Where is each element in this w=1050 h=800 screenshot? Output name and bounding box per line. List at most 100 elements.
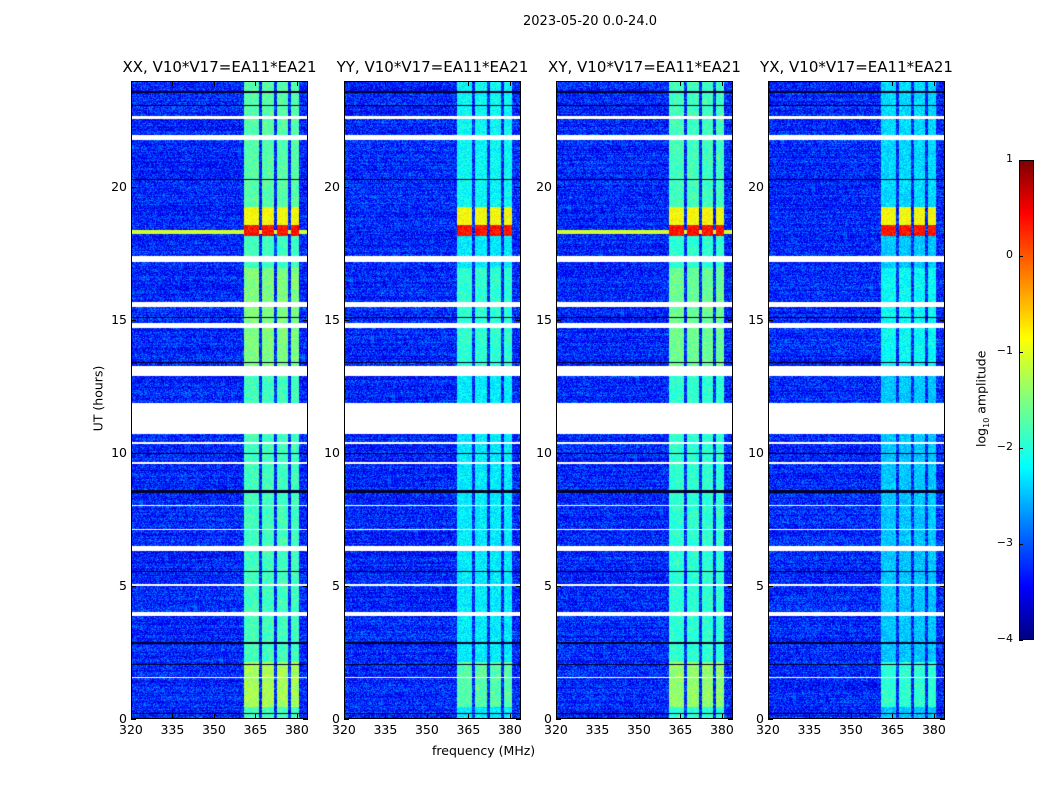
x-tick xyxy=(721,714,723,719)
y-tick-right xyxy=(728,719,733,720)
y-tick-label: 20 xyxy=(536,179,552,195)
x-tick-label: 380 xyxy=(921,722,946,737)
y-tick xyxy=(768,320,773,322)
x-tick-label: 365 xyxy=(243,722,268,737)
y-tick xyxy=(768,586,773,588)
y-tick xyxy=(131,187,136,189)
x-tick xyxy=(809,714,811,719)
y-tick-right xyxy=(516,719,521,720)
y-tick-right xyxy=(303,453,308,455)
x-tick-top xyxy=(426,81,428,86)
heatmap-image xyxy=(345,82,520,718)
colorbar-tick xyxy=(1019,448,1023,449)
x-tick xyxy=(850,714,852,719)
y-tick-right xyxy=(940,320,945,322)
y-tick-right xyxy=(516,187,521,189)
y-tick xyxy=(344,719,349,720)
x-tick-label: 335 xyxy=(797,722,822,737)
x-tick-top xyxy=(172,81,174,86)
x-tick-label: 335 xyxy=(373,722,398,737)
x-tick-top xyxy=(213,81,215,86)
x-tick xyxy=(213,714,215,719)
x-tick-top xyxy=(768,81,769,86)
x-tick-label: 320 xyxy=(119,722,143,737)
x-tick-top xyxy=(296,81,298,86)
y-tick-label: 20 xyxy=(748,179,764,195)
y-tick xyxy=(131,453,136,455)
y-tick-label: 5 xyxy=(544,578,552,594)
y-tick-label: 20 xyxy=(111,179,127,195)
y-tick-label: 10 xyxy=(111,445,127,461)
y-tick xyxy=(344,320,349,322)
x-tick xyxy=(933,714,935,719)
colorbar-tick xyxy=(1019,352,1023,353)
y-tick xyxy=(768,719,773,720)
y-tick-right xyxy=(728,320,733,322)
x-tick xyxy=(680,714,682,719)
x-tick xyxy=(768,714,769,719)
x-tick-label: 350 xyxy=(838,722,863,737)
x-tick xyxy=(509,714,511,719)
y-tick xyxy=(556,453,561,455)
y-tick xyxy=(344,586,349,588)
x-tick-top xyxy=(131,81,132,86)
y-tick-label: 5 xyxy=(332,578,340,594)
x-tick-top xyxy=(721,81,723,86)
colorbar-tick-label: 0 xyxy=(1006,248,1013,261)
x-tick xyxy=(638,714,640,719)
y-tick-right xyxy=(728,586,733,588)
x-tick-top xyxy=(680,81,682,86)
y-tick-label: 15 xyxy=(748,312,764,328)
x-tick xyxy=(131,714,132,719)
x-tick-label: 335 xyxy=(160,722,185,737)
x-tick xyxy=(385,714,387,719)
x-tick-top xyxy=(850,81,852,86)
y-tick-label: 10 xyxy=(324,445,340,461)
y-tick-right xyxy=(728,453,733,455)
x-tick xyxy=(556,714,557,719)
x-tick-top xyxy=(509,81,511,86)
y-tick-label: 15 xyxy=(536,312,552,328)
y-tick-label: 15 xyxy=(111,312,127,328)
colorbar-label-rest: amplitude xyxy=(973,350,989,418)
x-tick-label: 320 xyxy=(332,722,356,737)
y-tick-right xyxy=(516,320,521,322)
y-axis-label: UT (hours) xyxy=(90,365,106,432)
colorbar-tick-label: −4 xyxy=(996,632,1013,645)
x-tick xyxy=(892,714,894,719)
y-tick-label: 20 xyxy=(324,179,340,195)
colorbar-label-sub: 10 xyxy=(981,417,991,428)
colorbar-tick-label: −3 xyxy=(996,536,1013,549)
heatmap-image xyxy=(557,82,732,718)
x-tick-top xyxy=(809,81,811,86)
heatmap-image xyxy=(132,82,307,718)
x-tick-label: 350 xyxy=(414,722,439,737)
y-tick-right xyxy=(940,453,945,455)
x-tick xyxy=(426,714,428,719)
colorbar-tick-label: 1 xyxy=(1006,152,1013,165)
colorbar-tick xyxy=(1019,256,1023,257)
y-tick-label: 0 xyxy=(544,711,552,726)
y-tick xyxy=(556,320,561,322)
colorbar-tick xyxy=(1019,640,1023,641)
panel-title: XX, V10*V17=EA11*EA21 xyxy=(122,58,317,76)
x-tick-label: 335 xyxy=(585,722,610,737)
x-tick xyxy=(296,714,298,719)
y-tick-right xyxy=(516,453,521,455)
y-tick xyxy=(344,187,349,189)
y-tick xyxy=(556,187,561,189)
x-tick-label: 350 xyxy=(201,722,226,737)
y-tick-right xyxy=(303,586,308,588)
x-tick-top xyxy=(556,81,557,86)
panel-title: YX, V10*V17=EA11*EA21 xyxy=(760,58,953,76)
x-tick-top xyxy=(597,81,599,86)
x-tick-top xyxy=(385,81,387,86)
y-tick-label: 0 xyxy=(119,711,127,726)
figure-title: 2023-05-20 0.0-24.0 xyxy=(523,14,657,29)
y-tick-right xyxy=(516,586,521,588)
colorbar-tick xyxy=(1019,544,1023,545)
panel-title: XY, V10*V17=EA11*EA21 xyxy=(548,58,741,76)
x-tick-label: 320 xyxy=(756,722,780,737)
spectrogram-panel xyxy=(768,81,945,719)
